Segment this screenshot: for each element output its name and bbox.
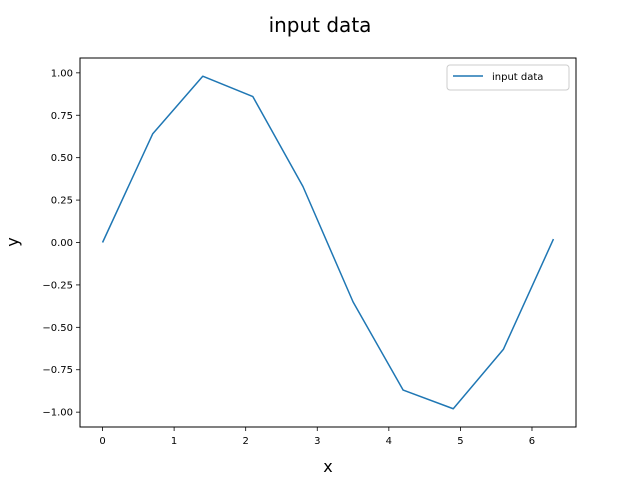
- y-tick-label: 1.00: [51, 68, 73, 79]
- y-tick-label: −0.50: [42, 323, 73, 334]
- x-tick-label: 2: [243, 436, 249, 447]
- legend-box: [446, 64, 570, 91]
- y-tick-label: −0.25: [42, 280, 73, 291]
- x-tick-label: 1: [171, 436, 177, 447]
- legend: input data: [446, 64, 570, 91]
- y-tick-label: −0.75: [42, 365, 73, 376]
- series-line-0: [101, 75, 555, 410]
- x-tick-label: 3: [314, 436, 320, 447]
- y-axis-label: y: [3, 237, 22, 246]
- series-layer: [101, 75, 555, 410]
- x-tick-label: 0: [99, 436, 105, 447]
- x-axis: 0 1 2 3 4 5 6: [99, 427, 535, 447]
- x-axis-label: x: [323, 457, 332, 476]
- chart-title: input data: [269, 13, 372, 37]
- y-tick-label: −1.00: [42, 408, 73, 419]
- x-tick-label: 5: [457, 436, 463, 447]
- y-tick-label: 0.50: [51, 153, 73, 164]
- y-tick-label: 0.25: [51, 196, 73, 207]
- legend-label: input data: [492, 72, 543, 83]
- y-tick-label: 0.75: [51, 111, 73, 122]
- y-axis: −1.00 −0.75 −0.50 −0.25 0.00 0.25 0.50 0.75 1.00: [42, 68, 80, 419]
- x-tick-label: 4: [386, 436, 392, 447]
- y-tick-label: 0.00: [51, 238, 73, 249]
- axes-frame: [79, 57, 577, 428]
- x-tick-label: 6: [529, 436, 535, 447]
